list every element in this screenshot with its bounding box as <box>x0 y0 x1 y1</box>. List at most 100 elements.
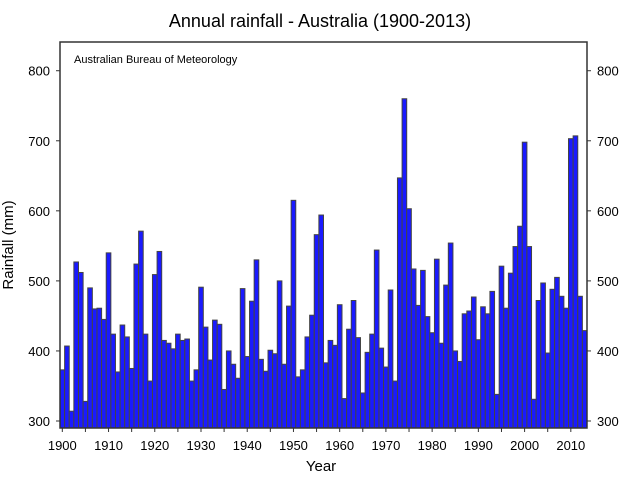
bar-1910 <box>105 252 112 429</box>
bar-1902 <box>68 410 75 429</box>
bar-1932 <box>207 359 214 429</box>
bar-1907 <box>91 308 98 429</box>
bar-1992 <box>484 313 491 429</box>
bar-1940 <box>244 356 251 429</box>
bar-1927 <box>184 338 190 429</box>
bar-1952 <box>299 369 306 429</box>
y-tick-label-left: 700 <box>28 134 50 149</box>
bar-1946 <box>272 353 278 429</box>
bar-1930 <box>198 286 204 429</box>
bar-1967 <box>369 333 375 429</box>
x-tick-label: 1940 <box>233 438 262 453</box>
bar-1908 <box>96 307 103 429</box>
bar-1980 <box>429 332 435 429</box>
bar-1922 <box>161 339 167 429</box>
x-tick-label: 1970 <box>371 438 400 453</box>
bar-1943 <box>258 358 264 429</box>
bar-1933 <box>212 319 218 429</box>
y-tick-label-right: 300 <box>597 414 619 429</box>
bar-1905 <box>82 400 89 429</box>
x-tick-label: 1930 <box>187 438 216 453</box>
bar-2006 <box>549 288 556 429</box>
bar-1991 <box>480 306 486 429</box>
bar-1997 <box>507 272 514 429</box>
bar-1978 <box>420 269 426 429</box>
y-tick-label-left: 400 <box>28 344 50 359</box>
bar-1987 <box>461 313 468 429</box>
bar-2012 <box>577 295 583 429</box>
bar-1999 <box>517 225 523 429</box>
bar-1957 <box>323 362 329 429</box>
x-tick-label: 2000 <box>510 438 539 453</box>
bar-1929 <box>193 369 200 429</box>
bar-1931 <box>202 326 209 429</box>
bar-1965 <box>359 392 366 429</box>
bar-1990 <box>475 339 482 429</box>
bar-1904 <box>77 271 84 429</box>
bar-1937 <box>230 363 237 429</box>
bar-1989 <box>470 296 477 429</box>
bar-1975 <box>406 208 412 429</box>
bar-1955 <box>313 234 320 429</box>
bar-2005 <box>544 352 551 429</box>
bar-1916 <box>133 263 140 429</box>
bar-1935 <box>221 388 227 429</box>
bar-1926 <box>179 339 186 429</box>
bar-1963 <box>350 300 357 429</box>
bar-1917 <box>138 230 144 429</box>
bar-1970 <box>383 366 389 429</box>
bar-1998 <box>512 246 519 429</box>
bar-1958 <box>327 339 334 429</box>
x-tick-label: 1900 <box>48 438 77 453</box>
bar-1979 <box>424 316 431 429</box>
y-tick-label-right: 700 <box>597 134 619 149</box>
bar-1974 <box>401 98 408 429</box>
bar-1948 <box>281 363 288 429</box>
bar-2001 <box>526 246 533 429</box>
bar-2004 <box>540 282 546 429</box>
y-tick-label-left: 600 <box>28 204 50 219</box>
y-tick-label-right: 400 <box>597 344 619 359</box>
bar-1969 <box>378 347 385 429</box>
plot-frame <box>59 41 588 429</box>
x-tick-label: 2010 <box>556 438 585 453</box>
x-tick-label: 1920 <box>140 438 169 453</box>
bar-1966 <box>364 351 371 429</box>
bar-1962 <box>346 328 352 429</box>
bar-1996 <box>503 307 509 429</box>
bar-1968 <box>373 249 380 429</box>
bar-2002 <box>531 398 537 429</box>
y-tick-label-right: 800 <box>597 64 619 79</box>
x-tick-label: 1980 <box>418 438 447 453</box>
chart-title: Annual rainfall - Australia (1900-2013) <box>169 11 471 31</box>
bar-2000 <box>521 141 528 429</box>
x-tick-label: 1950 <box>279 438 308 453</box>
bar-1951 <box>295 376 301 429</box>
bar-2007 <box>554 276 560 429</box>
bar-1934 <box>216 323 223 429</box>
bar-1988 <box>466 310 472 429</box>
bar-1956 <box>318 214 325 429</box>
bar-1986 <box>457 360 463 429</box>
y-axis-label: Rainfall (mm) <box>0 200 17 289</box>
bar-1924 <box>170 348 177 429</box>
bar-1994 <box>494 393 500 429</box>
bar-2003 <box>535 300 542 429</box>
bar-1954 <box>309 314 315 429</box>
bar-1939 <box>239 288 246 429</box>
bar-1912 <box>114 371 121 429</box>
bar-1936 <box>225 350 232 429</box>
bar-1901 <box>64 345 70 429</box>
bars <box>59 98 588 429</box>
bar-1923 <box>165 342 172 429</box>
bar-1947 <box>276 280 283 429</box>
bar-1911 <box>110 333 116 429</box>
bar-1919 <box>147 380 153 429</box>
bar-1972 <box>392 380 398 429</box>
bar-1914 <box>124 336 130 429</box>
bar-1945 <box>267 349 274 429</box>
y-tick-label-right: 500 <box>597 274 619 289</box>
bar-1941 <box>249 300 255 429</box>
bar-1993 <box>489 290 496 429</box>
